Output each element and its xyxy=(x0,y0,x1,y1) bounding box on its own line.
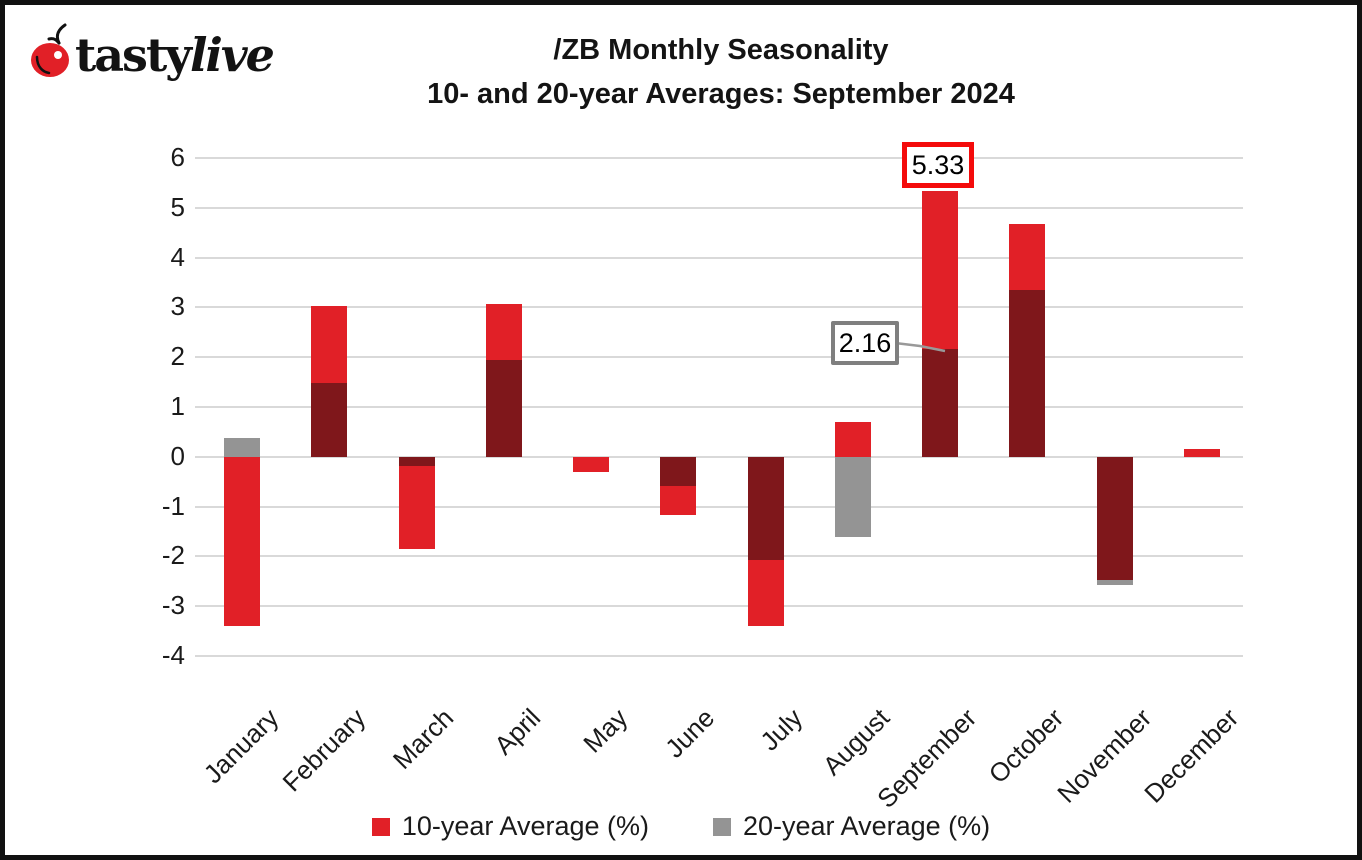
bar-10yr-january xyxy=(224,456,260,626)
legend-label-20yr: 20-year Average (%) xyxy=(743,811,991,841)
y-axis-tick-label: -3 xyxy=(161,590,185,621)
chart-header: /ZB Monthly Seasonality 10- and 20-year … xyxy=(85,29,1357,116)
bar-overlap-november xyxy=(1096,456,1133,581)
bar-10yr-may xyxy=(573,456,610,473)
bar-10yr-march xyxy=(398,465,435,549)
brand-tasty: tasty xyxy=(75,28,192,82)
bar-overlap-june xyxy=(660,456,697,486)
chart-plot-area: 6 5 4 3 2 1 0 -1 -2 -3 -4 January February March April… xyxy=(162,142,1244,814)
bar-10yr-july xyxy=(747,560,784,627)
legend-item-20yr: 20-year Average (%) xyxy=(713,811,990,842)
bar-overlap-march xyxy=(398,456,435,466)
bar-10yr-october xyxy=(1009,223,1046,290)
chart-legend: 10-year Average (%) 20-year Average (%) xyxy=(5,811,1357,842)
y-axis-tick-label: -4 xyxy=(161,639,185,670)
legend-swatch-20yr-icon xyxy=(713,817,731,836)
chart-subtitle: 10- and 20-year Averages: September 2024 xyxy=(427,77,1015,110)
overlap-value-annotation: 2.16 xyxy=(831,321,899,365)
y-axis-tick-label: -2 xyxy=(161,540,185,571)
bar-overlap-february xyxy=(311,383,348,457)
bar-10yr-june xyxy=(660,485,697,516)
bar-overlap-july xyxy=(747,456,784,561)
y-axis-tick-label: 5 xyxy=(170,191,185,222)
y-axis-tick-label: 3 xyxy=(170,291,185,322)
y-axis-tick-label: 1 xyxy=(170,390,185,421)
legend-label-10yr: 10-year Average (%) xyxy=(401,811,649,841)
gridline-y-1 xyxy=(195,405,1243,408)
brand-name: tastylive xyxy=(75,32,275,78)
legend-swatch-10yr-icon xyxy=(371,817,390,836)
max-value-annotation: 5.33 xyxy=(902,142,974,188)
bar-10yr-august xyxy=(834,421,871,457)
tastylive-logo: tastylive xyxy=(29,23,275,87)
bar-20yr-november xyxy=(1096,580,1133,585)
cherry-icon xyxy=(31,23,69,77)
gridline-y-3 xyxy=(195,306,1243,309)
gridline-y--1 xyxy=(195,505,1243,508)
gridline-y--2 xyxy=(195,555,1243,558)
bar-overlap-september xyxy=(922,349,959,457)
y-axis-tick-label: 0 xyxy=(170,440,185,471)
chart-title: /ZB Monthly Seasonality xyxy=(553,34,889,66)
y-axis-tick-label: 4 xyxy=(170,241,185,272)
bar-10yr-february xyxy=(311,305,348,384)
bar-20yr-august xyxy=(834,456,871,538)
gridline-y-0 xyxy=(195,455,1243,458)
bar-10yr-april xyxy=(485,304,522,361)
y-axis-tick-label: -1 xyxy=(161,490,185,521)
legend-item-10yr: 10-year Average (%) xyxy=(371,811,649,842)
bar-10yr-september xyxy=(922,191,959,350)
brand-live: live xyxy=(189,28,275,82)
gridline-y-2 xyxy=(195,356,1243,359)
bar-overlap-april xyxy=(485,360,522,457)
bar-10yr-december xyxy=(1183,449,1220,457)
bar-20yr-january xyxy=(224,438,260,457)
bar-overlap-october xyxy=(1009,289,1046,457)
gridline-y-5 xyxy=(195,206,1243,209)
gridline-y-6 xyxy=(195,156,1243,159)
y-axis-tick-label: 6 xyxy=(170,141,185,172)
y-axis-tick-label: 2 xyxy=(170,341,185,372)
gridline-y-4 xyxy=(195,256,1243,259)
gridline-y--3 xyxy=(195,605,1243,608)
gridline-y--4 xyxy=(195,654,1243,657)
